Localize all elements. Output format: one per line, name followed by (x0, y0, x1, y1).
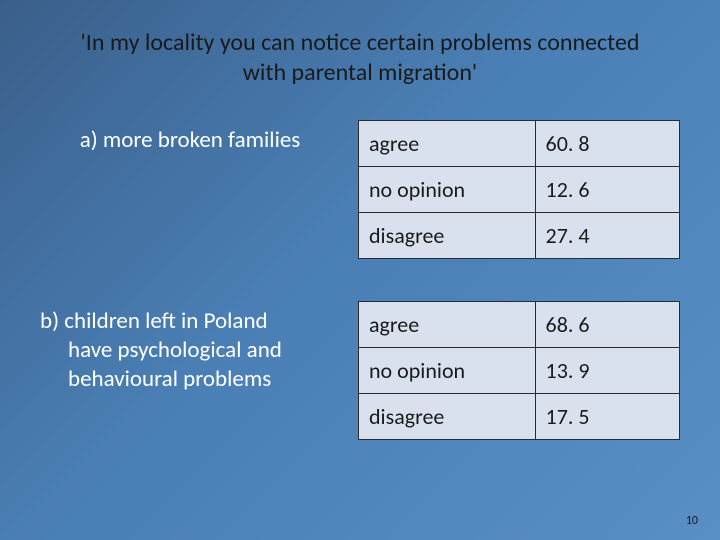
category-cell: disagree (359, 213, 536, 259)
category-cell: disagree (359, 394, 536, 440)
value-cell: 12. 6 (535, 167, 679, 213)
section-a: a) more broken families agree 60. 8 no o… (40, 120, 680, 259)
table-row: no opinion 13. 9 (359, 348, 680, 394)
value-cell: 17. 5 (535, 394, 679, 440)
slide: 'In my locality you can notice certain p… (0, 0, 720, 540)
table-row: no opinion 12. 6 (359, 167, 680, 213)
section-a-table: agree 60. 8 no opinion 12. 6 disagree 27… (358, 120, 680, 259)
section-b-table: agree 68. 6 no opinion 13. 9 disagree 17… (358, 301, 680, 440)
table-row: agree 60. 8 (359, 121, 680, 167)
value-cell: 13. 9 (535, 348, 679, 394)
value-cell: 60. 8 (535, 121, 679, 167)
value-cell: 68. 6 (535, 302, 679, 348)
category-cell: agree (359, 302, 536, 348)
section-b-label: b) children left in Poland have psycholo… (40, 301, 340, 393)
category-cell: no opinion (359, 167, 536, 213)
slide-title: 'In my locality you can notice certain p… (40, 28, 680, 88)
category-cell: no opinion (359, 348, 536, 394)
section-b-label-line1: b) children left in Poland (40, 307, 268, 335)
table-row: disagree 17. 5 (359, 394, 680, 440)
page-number: 10 (686, 514, 698, 528)
category-cell: agree (359, 121, 536, 167)
section-b-label-line2: have psychological and (40, 336, 340, 365)
table-row: disagree 27. 4 (359, 213, 680, 259)
table-row: agree 68. 6 (359, 302, 680, 348)
value-cell: 27. 4 (535, 213, 679, 259)
section-a-label: a) more broken families (40, 120, 340, 155)
section-b-label-line3: behavioural problems (40, 365, 340, 394)
section-b: b) children left in Poland have psycholo… (40, 301, 680, 440)
slide-content: a) more broken families agree 60. 8 no o… (40, 120, 680, 440)
